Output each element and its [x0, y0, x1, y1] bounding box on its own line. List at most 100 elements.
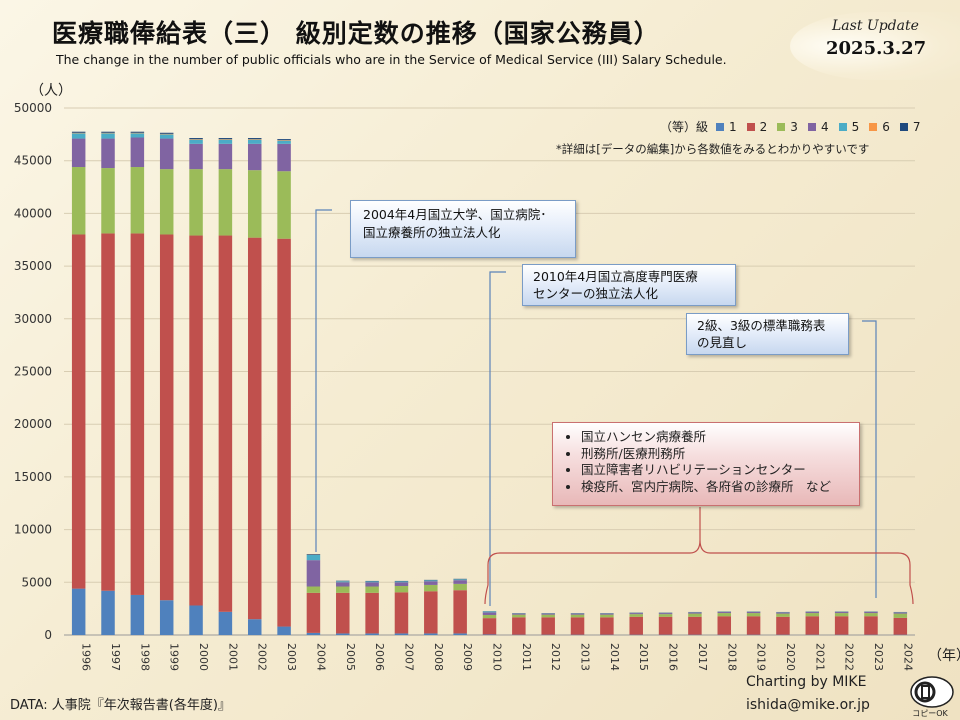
- last-update-date: 2025.3.27: [826, 38, 927, 59]
- bar-segment-grade-3: [336, 586, 350, 593]
- bar-stack-1998: [130, 131, 145, 635]
- bar-stack-2011: [512, 613, 526, 635]
- bar-stack-2023: [864, 611, 878, 635]
- x-tick-label: 2009: [461, 643, 474, 671]
- bar-stack-2001: [218, 138, 233, 635]
- bar-segment-grade-4: [247, 143, 262, 171]
- x-tick-label: 2008: [432, 643, 445, 671]
- bar-segment-grade-6: [101, 132, 115, 134]
- bar-segment-grade-2: [365, 592, 379, 634]
- bar-segment-grade-3: [776, 613, 790, 617]
- bar-segment-grade-2: [834, 616, 849, 635]
- callout-2023-line-2: の見直し: [697, 335, 748, 350]
- bar-segment-grade-3: [512, 614, 526, 618]
- bar-stack-1999: [159, 132, 174, 635]
- y-tick-label: 40000: [14, 206, 52, 220]
- bar-segment-grade-3: [893, 613, 908, 618]
- bar-segment-grade-2: [306, 592, 321, 633]
- bar-segment-grade-3: [306, 586, 321, 593]
- bar-segment-grade-6: [189, 139, 203, 140]
- bar-segment-grade-7: [189, 138, 203, 140]
- x-tick-label: 2016: [667, 643, 680, 671]
- y-axis-unit: （人）: [30, 83, 72, 99]
- bar-segment-grade-3: [570, 614, 585, 618]
- bar-segment-grade-5: [71, 133, 86, 139]
- bar-stack-1997: [101, 131, 115, 635]
- logo-caption: コピーOK: [912, 709, 948, 718]
- legend-swatch: [899, 122, 908, 131]
- legend-item-grade-7: 7: [899, 120, 921, 134]
- bar-segment-grade-5: [247, 139, 262, 144]
- bar-segment-grade-2: [512, 617, 526, 635]
- bar-stack-2005: [336, 580, 350, 635]
- bar-stacks: [71, 131, 908, 635]
- data-source: DATA: 人事院『年次報告書(各年度)』: [10, 698, 231, 713]
- bar-segment-grade-3: [277, 171, 291, 239]
- bar-segment-grade-2: [336, 592, 350, 634]
- legend-item-grade-4: 4: [807, 120, 829, 134]
- bar-segment-grade-3: [864, 613, 878, 617]
- bar-segment-grade-2: [159, 234, 174, 601]
- bar-segment-grade-2: [776, 616, 790, 635]
- y-tick-label: 35000: [14, 259, 52, 273]
- bar-segment-grade-4: [71, 138, 86, 168]
- legend-item-grade-3: 3: [777, 120, 798, 134]
- bar-stack-2018: [717, 611, 732, 635]
- legend-items: 1 2 3 4 5 6 7: [716, 120, 930, 134]
- bar-stack-2017: [688, 611, 702, 635]
- legend-swatch: [746, 122, 755, 131]
- bar-segment-grade-4: [776, 612, 790, 614]
- bar-segment-grade-1: [336, 633, 350, 635]
- bar-stack-2008: [424, 579, 438, 635]
- bar-segment-grade-7: [130, 131, 145, 133]
- last-update-label: Last Update: [832, 18, 919, 34]
- bar-segment-grade-4: [394, 582, 409, 586]
- bar-segment-grade-1: [218, 611, 233, 635]
- bar-stack-2003: [277, 139, 291, 635]
- bar-segment-grade-4: [893, 612, 908, 614]
- bar-segment-grade-4: [658, 613, 673, 615]
- bar-segment-grade-7: [101, 131, 115, 133]
- bar-segment-grade-2: [746, 616, 761, 635]
- legend-item-grade-2: 2: [746, 120, 767, 134]
- bar-segment-grade-4: [629, 613, 643, 615]
- bar-segment-grade-1: [424, 633, 438, 635]
- bar-stack-2006: [365, 580, 379, 635]
- bar-segment-grade-4: [306, 560, 321, 587]
- legend-title: （等）級: [660, 120, 709, 134]
- y-tick-label: 50000: [14, 101, 52, 115]
- bar-segment-grade-4: [336, 582, 350, 587]
- x-tick-label: 2002: [256, 643, 269, 671]
- legend-item-grade-1: 1: [716, 120, 737, 134]
- bar-segment-grade-7: [306, 554, 321, 555]
- bar-segment-grade-4: [365, 582, 379, 587]
- x-tick-label: 2006: [373, 643, 386, 671]
- bar-stack-2000: [189, 138, 203, 635]
- callout-2004: 2004年4月国立大学、国立病院･ 国立療養所の独立法人化: [350, 200, 576, 258]
- bar-segment-grade-3: [717, 613, 732, 617]
- bar-segment-grade-3: [629, 614, 643, 617]
- y-tick-labels: 0 5000 10000 15000 20000 25000 30000 35000 40000…: [14, 101, 52, 642]
- connector-2004: [315, 209, 332, 552]
- bar-segment-grade-3: [424, 584, 438, 592]
- bar-segment-grade-5: [336, 581, 350, 583]
- bar-stack-2016: [658, 612, 673, 635]
- bar-segment-grade-4: [101, 138, 115, 169]
- bar-segment-grade-2: [600, 617, 614, 635]
- bar-stack-2024: [893, 611, 908, 635]
- bar-segment-grade-1: [71, 588, 86, 635]
- bar-segment-grade-2: [805, 616, 820, 635]
- callout-2010-line-2: センターの独立法人化: [533, 286, 659, 301]
- bar-segment-grade-2: [453, 590, 467, 634]
- bar-segment-grade-2: [71, 234, 86, 589]
- bar-segment-grade-5: [365, 581, 379, 583]
- bar-segment-grade-3: [247, 170, 262, 238]
- bar-segment-grade-4: [512, 613, 526, 615]
- legend-item-grade-6: 6: [869, 120, 890, 134]
- bar-segment-grade-2: [101, 233, 115, 591]
- y-tick-label: 5000: [21, 575, 52, 589]
- callout-2010: 2010年4月国立高度専門医療 センターの独立法人化: [522, 264, 736, 306]
- update-badge-background: [790, 12, 960, 80]
- legend-swatch: [716, 122, 725, 131]
- bar-segment-grade-4: [424, 581, 438, 585]
